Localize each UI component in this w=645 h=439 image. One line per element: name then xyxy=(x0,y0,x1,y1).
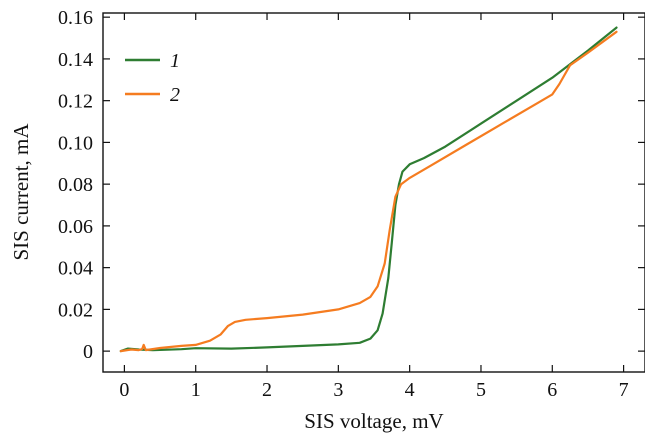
x-tick-label: 3 xyxy=(333,379,343,401)
legend: 12 xyxy=(125,50,180,106)
y-tick-label: 0.10 xyxy=(58,132,93,154)
x-tick-label: 1 xyxy=(191,379,201,401)
y-tick-label: 0 xyxy=(83,341,93,363)
axis-ticks: 0 1 2 3 4 5 6 700.020.040.060.080.100.120.140.1… xyxy=(58,7,645,401)
x-axis-label: SIS voltage, mV xyxy=(304,409,443,433)
y-tick-label: 0.06 xyxy=(58,216,93,238)
series-line-1 xyxy=(119,26,618,353)
y-axis-label: SIS current, mA xyxy=(9,123,33,261)
legend-label-1: 1 xyxy=(170,50,180,72)
x-tick-label: 6 xyxy=(547,379,557,401)
x-tick-label: 5 xyxy=(476,379,486,401)
y-tick-label: 0.16 xyxy=(58,7,93,29)
x-tick-label: 0 xyxy=(119,379,129,401)
x-tick-label: 2 xyxy=(262,379,272,401)
y-tick-label: 0.14 xyxy=(58,49,93,71)
x-tick-label: 4 xyxy=(405,379,415,401)
series-lines xyxy=(119,26,618,353)
y-tick-label: 0.02 xyxy=(58,299,93,321)
y-tick-label: 0.12 xyxy=(58,91,93,113)
plot-frame xyxy=(102,12,645,373)
y-tick-label: 0.08 xyxy=(58,174,93,196)
y-tick-label: 0.04 xyxy=(58,258,93,280)
legend-label-2: 2 xyxy=(170,84,180,106)
series-line-2 xyxy=(119,30,618,353)
x-tick-label: 7 xyxy=(619,379,629,401)
